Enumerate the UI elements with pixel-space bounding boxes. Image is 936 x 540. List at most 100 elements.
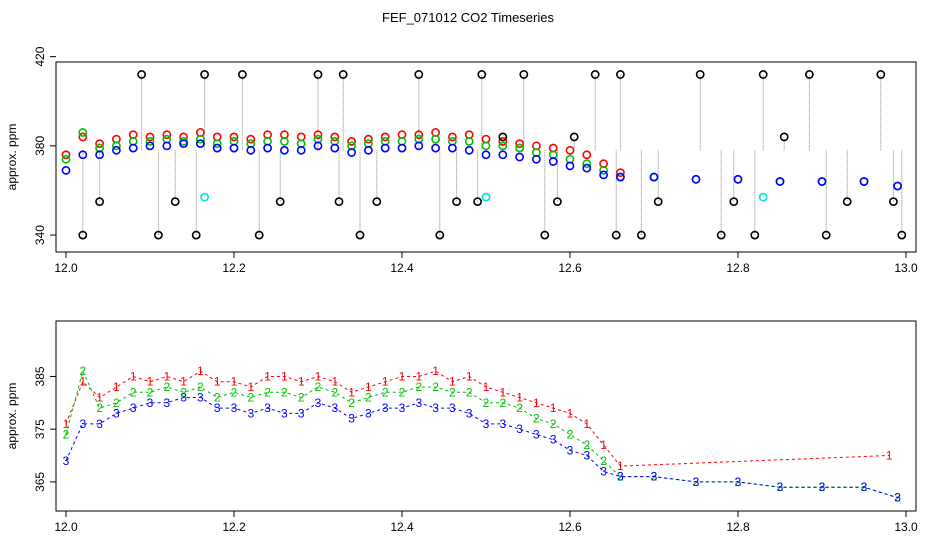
series-3-point	[548, 157, 558, 166]
series-3-point: 3	[331, 401, 338, 415]
series-2-point: 2	[533, 412, 540, 426]
series-outlier-point	[653, 197, 663, 207]
series-outlier-point	[473, 197, 482, 207]
series-1-point	[145, 132, 155, 142]
series-3-point	[582, 163, 592, 173]
x-tick-label: 12.6	[558, 261, 582, 275]
series-2-point: 2	[382, 385, 389, 399]
series-3-point	[691, 174, 701, 184]
y-tick-label: 385	[33, 366, 47, 386]
series-2-point	[582, 159, 592, 169]
series-1-point: 1	[247, 380, 254, 394]
series-1-point: 1	[298, 375, 305, 389]
series-1-point	[330, 132, 340, 142]
series-outlier-point	[137, 70, 146, 79]
series-outlier-point	[372, 197, 382, 207]
series-outlier-point	[191, 230, 201, 240]
series-3-point	[128, 143, 138, 153]
series-2-point: 2	[197, 380, 204, 394]
series-3-point: 3	[735, 475, 742, 489]
series-1-point: 1	[63, 417, 70, 431]
series-1-point: 1	[617, 459, 624, 473]
series-1-point: 1	[130, 369, 137, 383]
x-tick-label: 12.2	[222, 261, 246, 275]
series-2-point: 2	[600, 454, 607, 468]
series-3-point	[330, 143, 340, 153]
series-3-point: 3	[147, 396, 154, 410]
series-3-point	[95, 150, 104, 160]
series-3-point: 3	[432, 401, 439, 415]
series-outlier-point	[821, 230, 831, 240]
series-1-point: 1	[180, 375, 187, 389]
series-outlier-point	[435, 230, 445, 240]
series-outlier-point	[889, 197, 898, 207]
series-1-point: 1	[79, 375, 86, 389]
series-3-point	[414, 141, 424, 151]
series-outlier-point	[452, 197, 461, 207]
series-1-point: 1	[264, 369, 271, 383]
series-3-point: 3	[214, 401, 221, 415]
series-2-point: 2	[516, 401, 523, 415]
series-2-point: 2	[231, 385, 238, 399]
series-3-point	[447, 143, 457, 153]
series-1-point: 1	[499, 385, 506, 399]
series-3-point	[565, 161, 575, 171]
y-tick-label: 420	[33, 46, 47, 66]
series-3-point	[859, 177, 869, 186]
series-1-point: 1	[886, 449, 893, 463]
series-outlier-point	[553, 197, 562, 207]
y-axis-label: approx. ppm	[5, 383, 19, 450]
series-outlier-point	[616, 70, 625, 79]
series-outlier-point	[637, 230, 646, 240]
series-1-point	[61, 150, 71, 160]
series-outlier-point	[779, 132, 789, 142]
series-2-point: 2	[617, 470, 624, 484]
series-2-point: 2	[79, 364, 86, 378]
series-3-point: 3	[79, 417, 86, 431]
series-3-point	[616, 172, 625, 182]
series-2-point	[599, 165, 608, 175]
series-3-point	[431, 143, 440, 153]
series-1-point: 1	[533, 396, 540, 410]
series-2-point: 2	[113, 396, 120, 410]
series-1-point: 1	[197, 364, 204, 378]
x-tick-label: 13.0	[894, 520, 918, 534]
series-3-point	[145, 141, 155, 151]
series-2-point: 2	[415, 380, 422, 394]
series-3-point	[229, 143, 239, 153]
series-outlier-point	[842, 197, 852, 207]
series-1-point: 1	[583, 417, 590, 431]
series-2-point: 2	[894, 491, 901, 505]
series-2-point: 2	[348, 396, 355, 410]
series-2-point: 2	[264, 385, 271, 399]
series-outlier-point	[275, 197, 285, 207]
series-2-point	[279, 136, 289, 146]
series-outlier-point	[170, 197, 180, 207]
series-2-point	[78, 128, 88, 137]
series-1-point: 1	[399, 369, 406, 383]
series-2-point: 2	[466, 385, 473, 399]
series-1-point	[515, 139, 524, 149]
series-1-point: 1	[113, 380, 120, 394]
series-3-point	[212, 143, 222, 153]
series-outlier-point	[876, 70, 886, 79]
series-1-point	[363, 134, 373, 144]
series-2-point: 2	[432, 380, 439, 394]
series-3-point: 3	[617, 470, 624, 484]
series-outlier-point	[313, 70, 323, 79]
series-1-point	[582, 150, 592, 160]
series-outlier-point	[414, 70, 424, 79]
series-1-point: 1	[214, 375, 221, 389]
series-outlier-point	[254, 230, 264, 240]
series-3-point: 3	[861, 480, 868, 494]
series-outlier-point	[200, 70, 209, 79]
series-2-point: 2	[180, 385, 187, 399]
series-2-point: 2	[163, 380, 170, 394]
series-outlier-point	[355, 230, 365, 240]
series-3-point: 3	[567, 443, 574, 457]
x-tick-label: 12.4	[390, 520, 414, 534]
series-3-point	[112, 145, 121, 155]
series-1-point: 1	[466, 369, 473, 383]
series-3-point	[532, 154, 541, 164]
